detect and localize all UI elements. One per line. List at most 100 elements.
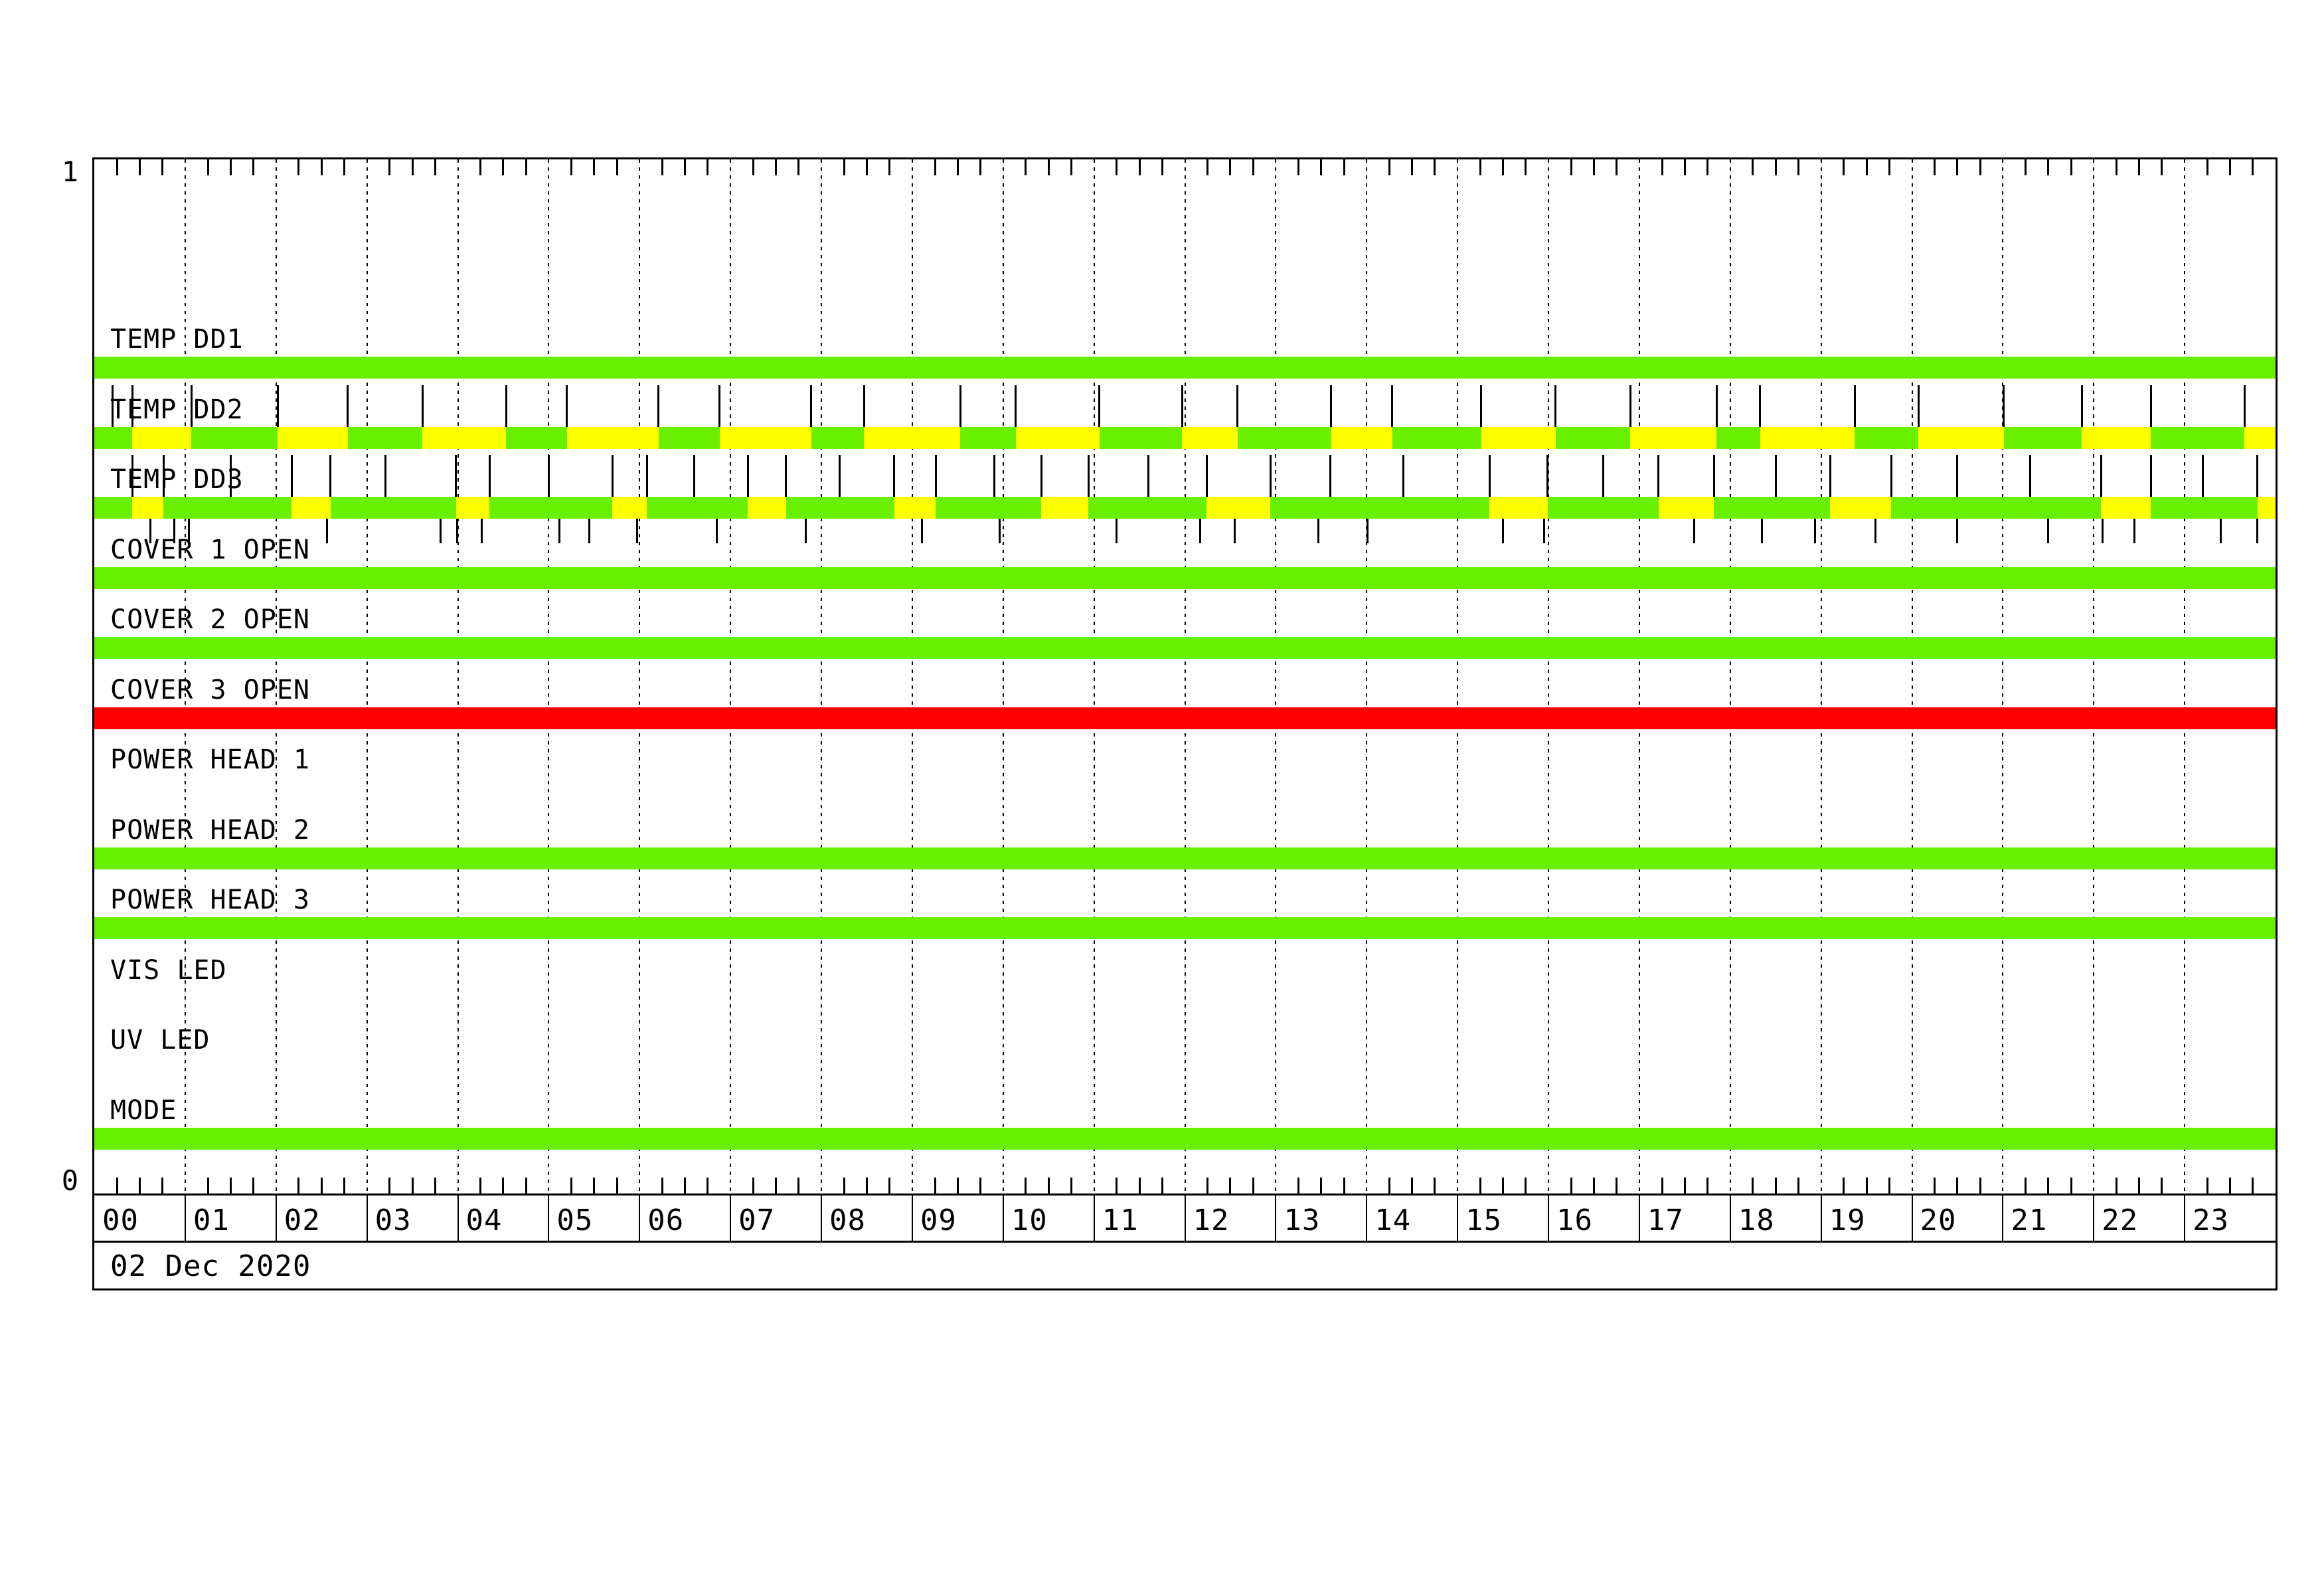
quarter-hour-tick-top bbox=[1138, 159, 1141, 175]
hour-separator bbox=[2093, 1196, 2095, 1241]
quarter-hour-tick-top bbox=[1570, 159, 1572, 175]
quarter-hour-tick-top bbox=[1343, 159, 1345, 175]
transition-spike bbox=[934, 455, 937, 497]
transition-spike bbox=[131, 455, 133, 497]
transition-spike bbox=[455, 455, 457, 497]
quarter-hour-tick-top bbox=[434, 159, 436, 175]
state-bar-segment bbox=[94, 427, 133, 449]
quarter-hour-tick-bottom bbox=[1138, 1178, 1141, 1194]
state-bar-segment bbox=[2082, 427, 2151, 449]
transition-spike bbox=[2029, 455, 2031, 497]
quarter-hour-tick-bottom bbox=[775, 1178, 778, 1194]
plot-area: TEMP DD1 TEMP DD2 TEMP DD3 COVER 1 OPEN COVE… bbox=[92, 157, 2278, 1196]
event-tick bbox=[1542, 519, 1545, 543]
transition-spike bbox=[863, 385, 865, 427]
hour-separator bbox=[639, 1196, 641, 1241]
quarter-hour-tick-bottom bbox=[1979, 1178, 1981, 1194]
event-tick bbox=[588, 519, 591, 543]
event-tick bbox=[998, 519, 1001, 543]
event-tick bbox=[480, 519, 483, 543]
quarter-hour-tick-bottom bbox=[116, 1178, 118, 1194]
quarter-hour-tick-bottom bbox=[843, 1178, 845, 1194]
quarter-hour-tick-top bbox=[706, 159, 709, 175]
row-label: VIS LED bbox=[110, 955, 227, 986]
state-burst-segment bbox=[1489, 497, 1548, 519]
quarter-hour-tick-top bbox=[1025, 159, 1027, 175]
transition-spike bbox=[810, 385, 813, 427]
quarter-hour-tick-top bbox=[2025, 159, 2027, 175]
hour-gridline bbox=[2184, 159, 2186, 1194]
quarter-hour-tick-bottom bbox=[1229, 1178, 1232, 1194]
transition-spike bbox=[384, 455, 386, 497]
quarter-hour-tick-bottom bbox=[1525, 1178, 1527, 1194]
quarter-hour-tick-top bbox=[1661, 159, 1663, 175]
quarter-hour-tick-top bbox=[1070, 159, 1072, 175]
transition-spike bbox=[1759, 385, 1762, 427]
quarter-hour-tick-bottom bbox=[661, 1178, 663, 1194]
quarter-hour-tick-bottom bbox=[1592, 1178, 1595, 1194]
transition-spike bbox=[229, 455, 232, 497]
hour-separator bbox=[1275, 1196, 1277, 1241]
transition-spike bbox=[1098, 385, 1101, 427]
hour-gridline bbox=[548, 159, 550, 1194]
state-burst-segment bbox=[1206, 497, 1271, 519]
transition-spike bbox=[1829, 455, 1831, 497]
hour-separator bbox=[1638, 1196, 1640, 1241]
quarter-hour-tick-top bbox=[2229, 159, 2232, 175]
quarter-hour-tick-top bbox=[593, 159, 596, 175]
quarter-hour-tick-bottom bbox=[229, 1178, 232, 1194]
hour-gridline bbox=[1002, 159, 1004, 1194]
quarter-hour-tick-top bbox=[888, 159, 891, 175]
quarter-hour-tick-top bbox=[684, 159, 687, 175]
quarter-hour-tick-bottom bbox=[1774, 1178, 1777, 1194]
quarter-hour-tick-top bbox=[1683, 159, 1686, 175]
event-tick bbox=[1317, 519, 1320, 543]
hour-separator bbox=[1093, 1196, 1095, 1241]
transition-spike bbox=[1181, 385, 1183, 427]
state-bar-segment bbox=[566, 427, 659, 449]
transition-spike bbox=[329, 455, 332, 497]
quarter-hour-tick-bottom bbox=[1570, 1178, 1572, 1194]
quarter-hour-tick-top bbox=[1797, 159, 1799, 175]
hour-label: 02 bbox=[284, 1203, 321, 1237]
state-burst-segment bbox=[2101, 497, 2151, 519]
transition-spike bbox=[347, 385, 349, 427]
quarter-hour-tick-bottom bbox=[1752, 1178, 1754, 1194]
hour-label: 21 bbox=[2011, 1203, 2048, 1237]
row-label: COVER 3 OPEN bbox=[110, 675, 310, 705]
transition-spike bbox=[1629, 385, 1631, 427]
quarter-hour-tick-bottom bbox=[502, 1178, 505, 1194]
hour-gridline bbox=[184, 159, 186, 1194]
hour-label: 08 bbox=[829, 1203, 866, 1237]
hour-label: 19 bbox=[1829, 1203, 1866, 1237]
hour-separator bbox=[1729, 1196, 1731, 1241]
state-burst-segment bbox=[291, 497, 331, 519]
row-label: POWER HEAD 1 bbox=[110, 745, 310, 775]
hour-label: 03 bbox=[374, 1203, 412, 1237]
quarter-hour-tick-top bbox=[843, 159, 845, 175]
hour-label: 04 bbox=[465, 1203, 503, 1237]
quarter-hour-tick-top bbox=[2047, 159, 2050, 175]
event-tick bbox=[2102, 519, 2104, 543]
event-tick bbox=[1761, 519, 1764, 543]
quarter-hour-tick-bottom bbox=[797, 1178, 800, 1194]
hour-label: 14 bbox=[1374, 1203, 1412, 1237]
transition-spike bbox=[1269, 455, 1272, 497]
quarter-hour-tick-bottom bbox=[1411, 1178, 1414, 1194]
hour-separator bbox=[1184, 1196, 1186, 1241]
quarter-hour-tick-bottom bbox=[434, 1178, 436, 1194]
quarter-hour-tick-top bbox=[570, 159, 573, 175]
hour-label: 05 bbox=[556, 1203, 594, 1237]
hour-label: 16 bbox=[1556, 1203, 1593, 1237]
hour-gridline bbox=[821, 159, 822, 1194]
state-bar bbox=[94, 1128, 2276, 1150]
transition-spike bbox=[162, 455, 165, 497]
quarter-hour-tick-top bbox=[297, 159, 300, 175]
quarter-hour-tick-top bbox=[1229, 159, 1232, 175]
state-bar-segment bbox=[658, 427, 720, 449]
transition-spike bbox=[2003, 385, 2005, 427]
quarter-hour-tick-top bbox=[1956, 159, 1959, 175]
state-bar-segment bbox=[132, 427, 192, 449]
quarter-hour-tick-top bbox=[2252, 159, 2254, 175]
hour-gridline bbox=[1184, 159, 1186, 1194]
